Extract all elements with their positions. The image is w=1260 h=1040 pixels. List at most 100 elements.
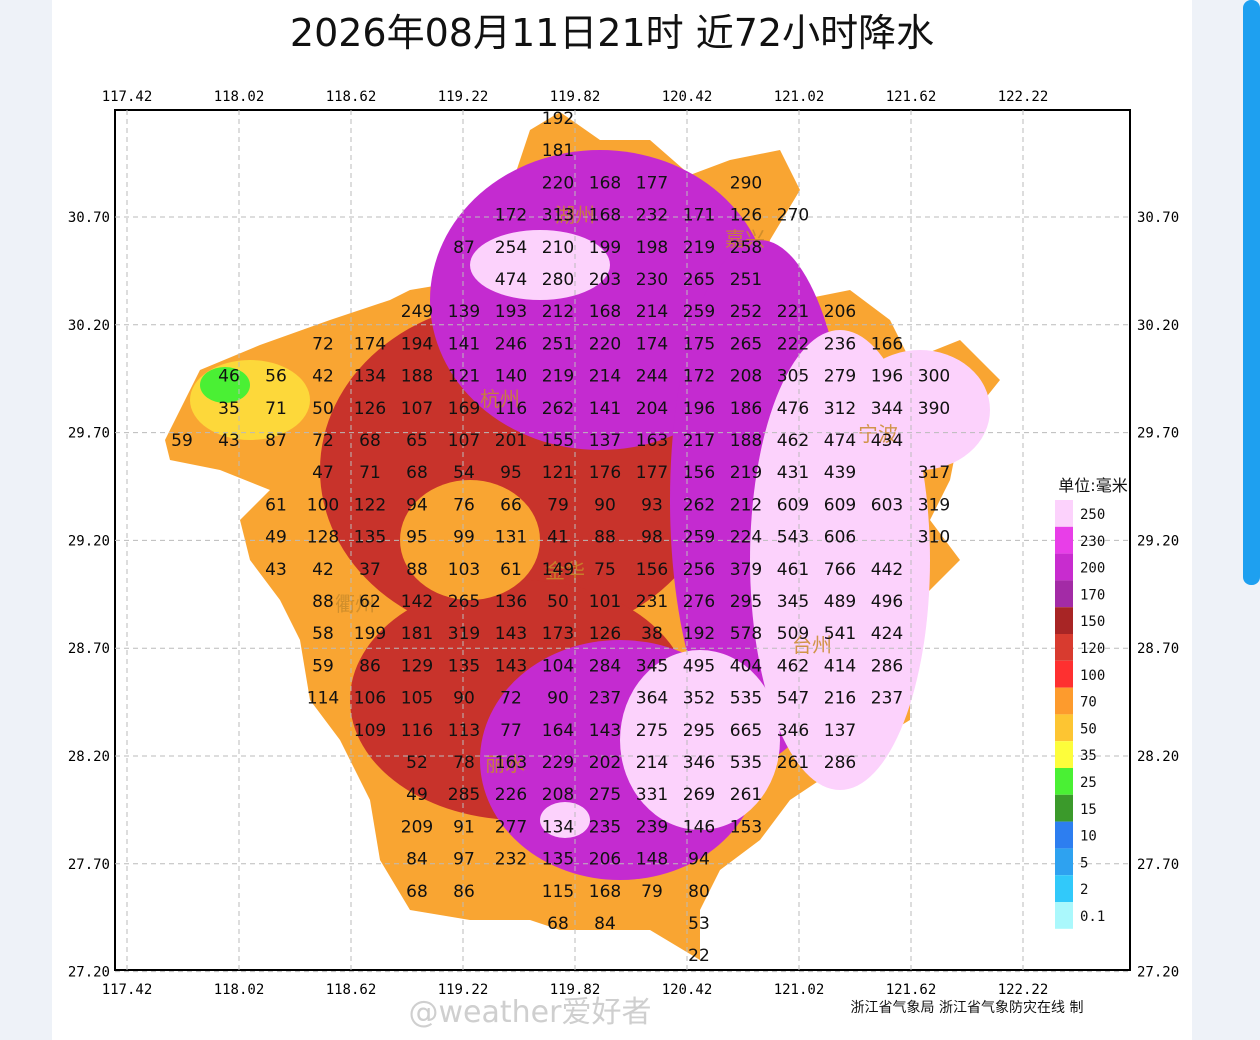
legend-label: 0.1 [1080,909,1105,925]
legend-label: 100 [1080,668,1105,684]
station-value: 352 [683,689,715,709]
station-value: 50 [312,399,334,419]
station-value: 434 [871,431,903,451]
station-value: 547 [777,689,809,709]
station-value: 331 [636,785,668,805]
scrollbar[interactable] [1243,0,1260,585]
station-value: 295 [730,592,762,612]
station-value: 88 [406,560,428,580]
station-value: 35 [218,399,240,419]
station-value: 310 [918,528,950,548]
station-value: 261 [777,753,809,773]
lat-label: 30.20 [1137,318,1179,334]
station-value: 192 [542,109,574,129]
station-value: 88 [312,592,334,612]
station-value: 206 [589,850,621,870]
station-value: 495 [683,656,715,676]
station-value: 431 [777,463,809,483]
station-value: 535 [730,753,762,773]
station-value: 212 [542,302,574,322]
station-value: 251 [542,334,574,354]
station-value: 105 [401,689,433,709]
lat-label: 28.70 [1137,641,1179,657]
station-value: 214 [589,367,621,387]
station-value: 199 [354,624,386,644]
legend-swatch [1055,687,1073,715]
station-value: 262 [542,399,574,419]
lon-label: 118.62 [326,89,377,105]
station-value: 277 [495,817,527,837]
station-value: 155 [542,431,574,451]
station-value: 199 [589,238,621,258]
station-value: 509 [777,624,809,644]
station-value: 41 [547,528,569,548]
station-value: 79 [547,495,569,515]
station-value: 214 [636,753,668,773]
station-value: 91 [453,817,475,837]
station-value: 131 [495,528,527,548]
station-value: 312 [824,399,856,419]
station-value: 239 [636,817,668,837]
station-value: 535 [730,689,762,709]
station-value: 47 [312,463,334,483]
station-value: 68 [359,431,381,451]
station-value: 80 [688,882,710,902]
station-value: 121 [542,463,574,483]
station-value: 72 [312,334,334,354]
lon-label: 122.22 [998,982,1049,998]
station-value: 71 [265,399,287,419]
station-value: 68 [406,882,428,902]
station-value: 175 [683,334,715,354]
station-value: 143 [589,721,621,741]
station-value: 196 [871,367,903,387]
lat-label: 30.70 [1137,210,1179,226]
station-value: 95 [406,528,428,548]
station-value: 390 [918,399,950,419]
station-value: 68 [406,463,428,483]
legend-swatch [1055,634,1073,661]
station-value: 22 [688,946,710,966]
lat-label: 29.70 [68,426,110,442]
station-value: 143 [495,624,527,644]
station-value: 140 [495,367,527,387]
legend-label: 35 [1080,748,1097,764]
station-value: 134 [354,367,386,387]
station-value: 86 [359,656,381,676]
city-label: 杭州 [480,387,520,411]
station-value: 212 [730,495,762,515]
station-value: 172 [683,367,715,387]
station-value: 72 [312,431,334,451]
legend-label: 25 [1080,775,1097,791]
station-value: 220 [589,334,621,354]
station-value: 100 [307,495,339,515]
station-value: 99 [453,528,475,548]
lon-label: 119.82 [550,89,601,105]
station-value: 193 [495,302,527,322]
station-value: 284 [589,656,621,676]
station-value: 90 [453,689,475,709]
station-value: 181 [401,624,433,644]
station-value: 290 [730,173,762,193]
station-value: 86 [453,882,475,902]
station-value: 543 [777,528,809,548]
station-value: 766 [824,560,856,580]
station-value: 59 [171,431,193,451]
station-value: 346 [777,721,809,741]
station-value: 665 [730,721,762,741]
station-value: 319 [918,495,950,515]
lon-label: 119.82 [550,982,601,998]
station-value: 219 [542,367,574,387]
station-value: 135 [448,656,480,676]
station-value: 219 [730,463,762,483]
station-value: 177 [636,173,668,193]
station-value: 259 [683,528,715,548]
station-value: 244 [636,367,668,387]
lon-label: 118.62 [326,982,377,998]
station-value: 42 [312,560,334,580]
station-value: 188 [401,367,433,387]
station-value: 256 [683,560,715,580]
station-value: 77 [500,721,522,741]
lon-label: 121.02 [774,89,825,105]
legend-label: 120 [1080,641,1105,657]
station-value: 104 [542,656,574,676]
